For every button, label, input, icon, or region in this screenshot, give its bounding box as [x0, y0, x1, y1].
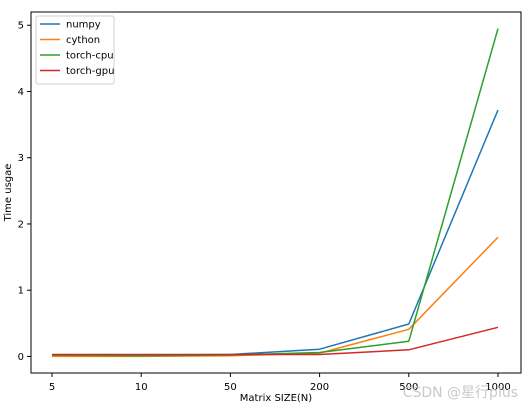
- legend: numpy cython torch-cpu torch-gpu: [35, 15, 115, 85]
- y-axis-label: Time usgae: [3, 164, 14, 223]
- x-tick-label: 5: [49, 382, 55, 393]
- x-tick-label: 50: [224, 382, 237, 393]
- x-tick-label: 500: [399, 382, 418, 393]
- y-axis: 0 1 2 3 4 5: [18, 21, 31, 363]
- x-tick-label: 10: [135, 382, 148, 393]
- watermark-text: CSDN @星行plus: [402, 385, 518, 401]
- series-line-torch-gpu: [52, 326, 499, 356]
- x-axis-label: Matrix SIZE(N): [240, 393, 313, 404]
- y-tick-label: 2: [18, 219, 24, 230]
- x-axis: 5 10 50 200 500 1000: [49, 373, 511, 393]
- series-group: [51, 28, 499, 358]
- legend-label: torch-cpu: [66, 51, 114, 62]
- legend-box: [35, 15, 115, 85]
- y-tick-label: 0: [18, 352, 24, 363]
- y-tick-label: 1: [18, 286, 24, 297]
- y-tick-label: 3: [18, 153, 24, 164]
- legend-label: torch-gpu: [66, 66, 114, 77]
- x-tick-label: 200: [310, 382, 329, 393]
- legend-label: cython: [66, 35, 100, 46]
- series-line-cython: [52, 236, 499, 358]
- series-line-numpy: [52, 109, 499, 356]
- x-tick-label: 1000: [485, 382, 510, 393]
- plot-area: [30, 11, 522, 374]
- y-tick-label: 5: [18, 21, 24, 32]
- legend-label: numpy: [66, 20, 101, 31]
- plot-frame: [30, 11, 522, 374]
- y-tick-label: 4: [18, 87, 24, 98]
